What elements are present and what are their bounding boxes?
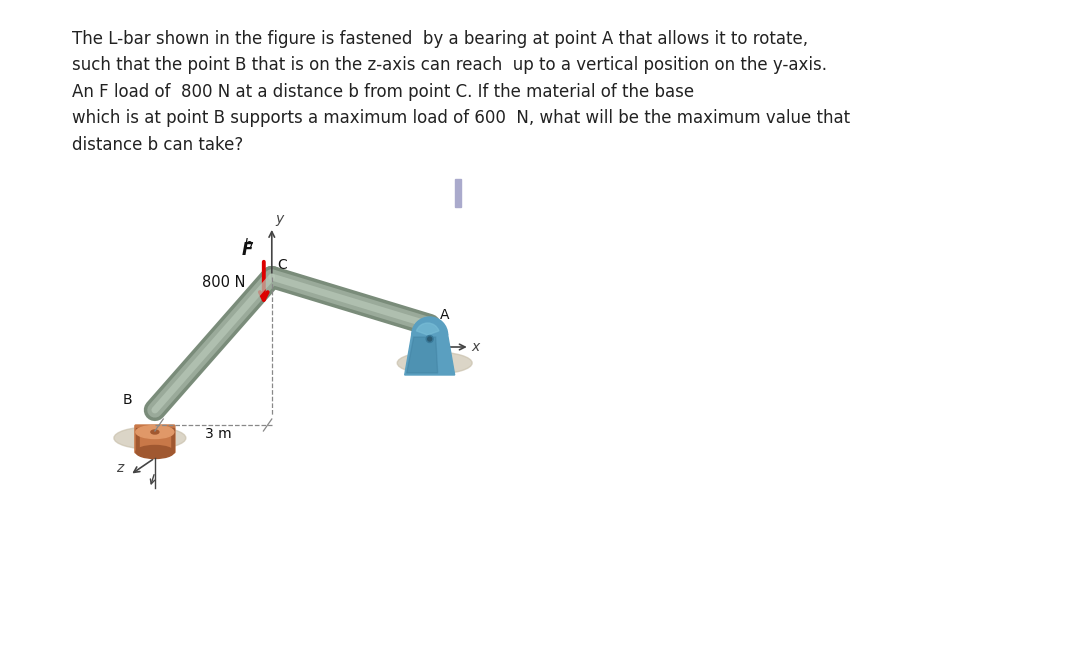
Text: F: F bbox=[242, 241, 254, 259]
Text: x: x bbox=[472, 340, 479, 354]
Bar bbox=[135, 428, 174, 452]
Text: A: A bbox=[440, 308, 449, 322]
Ellipse shape bbox=[426, 335, 433, 342]
Text: B: B bbox=[123, 393, 132, 407]
Polygon shape bbox=[406, 337, 438, 373]
Text: 800 N: 800 N bbox=[202, 275, 245, 290]
Text: 3 m: 3 m bbox=[205, 427, 231, 441]
Ellipse shape bbox=[428, 337, 432, 341]
Ellipse shape bbox=[151, 430, 159, 434]
Text: z: z bbox=[116, 461, 124, 475]
Ellipse shape bbox=[135, 446, 174, 459]
Bar bbox=[140, 428, 170, 452]
Text: y: y bbox=[276, 212, 284, 226]
Polygon shape bbox=[404, 335, 455, 375]
Ellipse shape bbox=[135, 426, 174, 439]
Wedge shape bbox=[416, 323, 439, 335]
Text: C: C bbox=[276, 258, 287, 272]
Bar bbox=[455, 179, 461, 207]
Ellipse shape bbox=[397, 352, 472, 374]
Ellipse shape bbox=[114, 427, 186, 449]
FancyBboxPatch shape bbox=[134, 425, 175, 453]
Text: b: b bbox=[244, 238, 253, 252]
Text: The L-bar shown in the figure is fastened  by a bearing at point A that allows i: The L-bar shown in the figure is fastene… bbox=[72, 30, 850, 154]
Wedge shape bbox=[412, 317, 447, 335]
